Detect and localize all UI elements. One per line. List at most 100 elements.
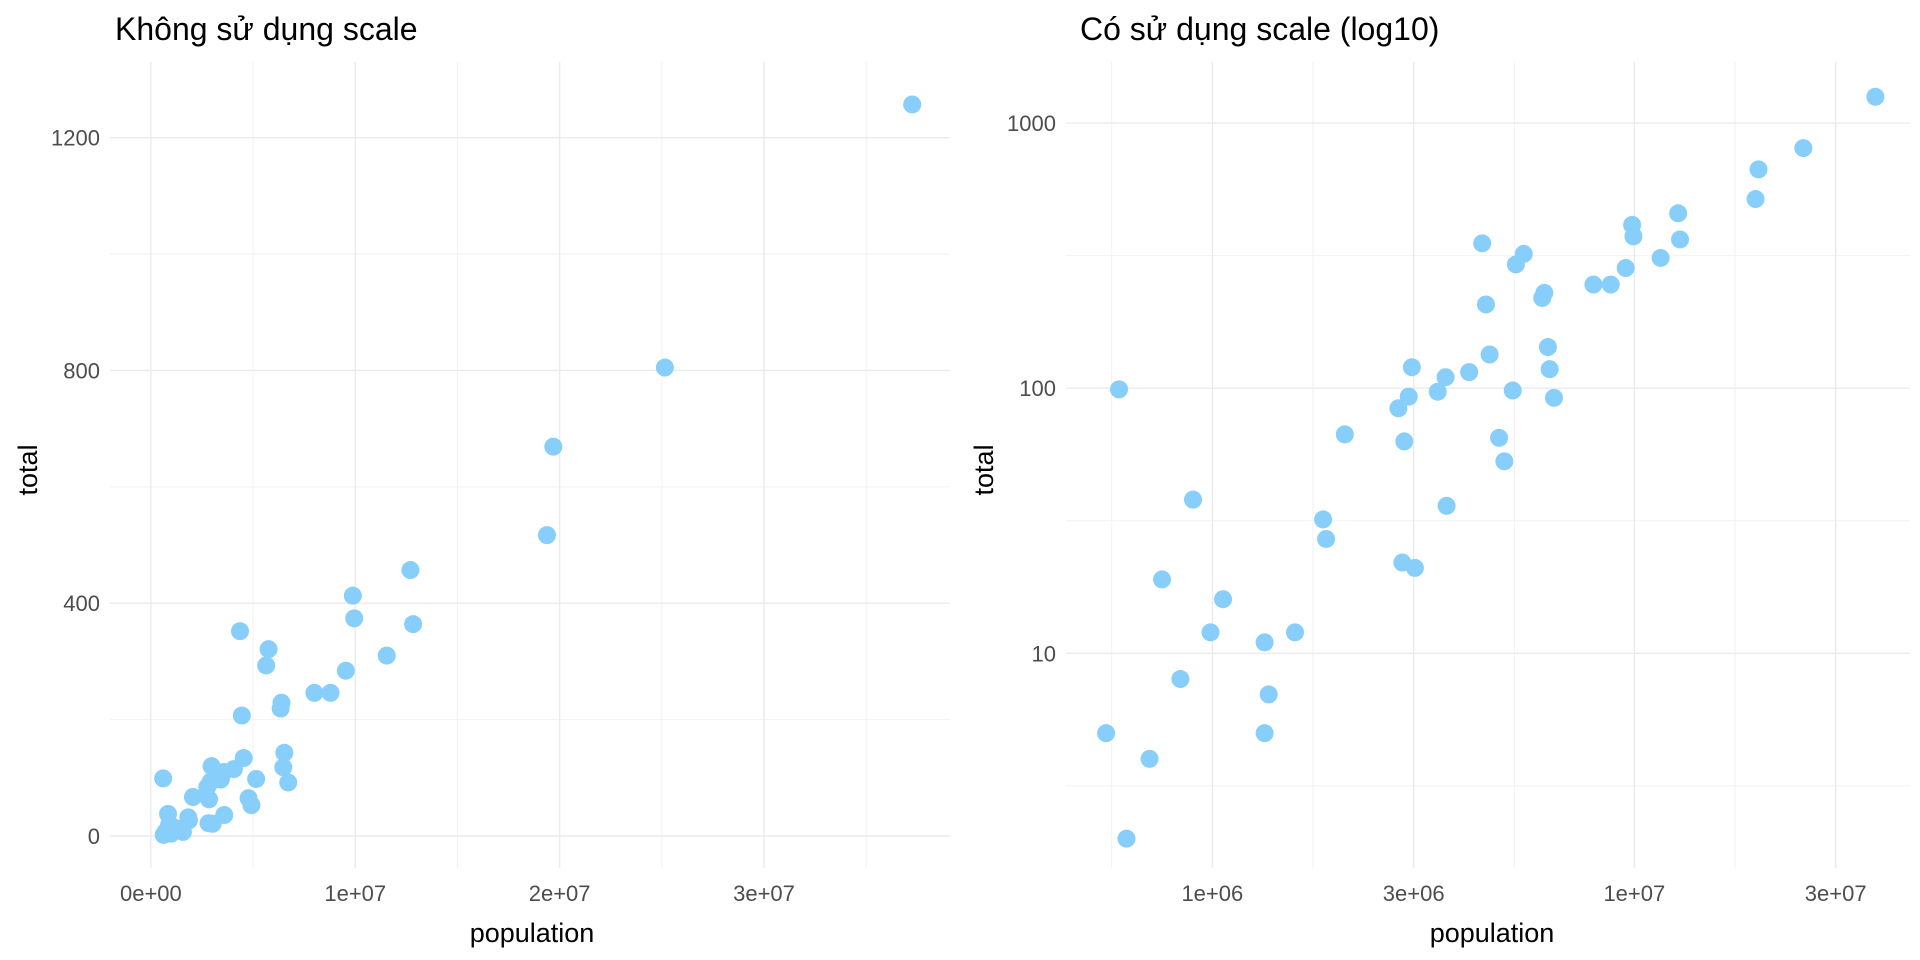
scatter-point — [1389, 399, 1408, 418]
scatter-point — [377, 646, 396, 665]
x-tick-label: 1e+07 — [1603, 881, 1665, 906]
scatter-point — [1399, 387, 1418, 406]
scatter-point — [234, 749, 253, 768]
scatter-point — [345, 609, 364, 628]
scatter-point — [1746, 190, 1765, 209]
scatter-point — [275, 743, 294, 762]
scatter-point — [1584, 275, 1603, 294]
y-tick-label: 100 — [1019, 376, 1056, 401]
scatter-point — [1153, 570, 1172, 589]
scatter-point — [1395, 432, 1414, 451]
scatter-point — [343, 586, 362, 605]
scatter-point — [154, 769, 173, 788]
scatter-point — [215, 806, 234, 825]
scatter-point — [1097, 724, 1116, 743]
scatter-point — [1437, 496, 1456, 515]
scatter-point — [903, 95, 922, 114]
scatter-point — [1535, 283, 1554, 302]
scatter-point — [230, 622, 249, 641]
y-tick-label: 1000 — [1007, 111, 1056, 136]
scatter-point — [259, 640, 278, 659]
scatter-point — [1117, 829, 1136, 848]
scatter-point — [1259, 685, 1278, 704]
scatter-point — [1140, 749, 1159, 768]
scatter-point — [200, 790, 219, 809]
scatter-point — [1214, 590, 1233, 609]
scatter-point — [1480, 345, 1499, 364]
scatter-point — [1405, 558, 1424, 577]
scatter-point — [242, 796, 261, 815]
right-y-axis-title: total — [969, 444, 999, 495]
scatter-point — [1544, 388, 1563, 407]
y-tick-label: 10 — [1032, 641, 1056, 666]
scatter-point — [305, 683, 324, 702]
right-chart-panel: Có sử dụng scale (log10) 1e+06 3e+06 1e+07… — [960, 0, 1920, 960]
scatter-point — [1184, 490, 1203, 509]
scatter-point — [655, 358, 674, 377]
scatter-point — [159, 804, 178, 823]
left-x-axis-title: population — [470, 918, 595, 948]
scatter-point — [1495, 452, 1514, 471]
scatter-point — [1540, 360, 1559, 379]
scatter-point — [1436, 368, 1455, 387]
scatter-point — [321, 683, 340, 702]
scatter-point — [272, 693, 291, 712]
scatter-point — [232, 706, 251, 725]
scatter-point — [1514, 244, 1533, 263]
scatter-point — [1402, 358, 1421, 377]
left-chart-panel: Không sử dụng scale 0e+00 1e+07 2e+07 3e+07… — [13, 11, 950, 948]
x-tick-label: 1e+06 — [1181, 881, 1243, 906]
left-chart-svg: Không sử dụng scale 0e+00 1e+07 2e+07 3e+07… — [13, 11, 950, 948]
scatter-point — [1110, 380, 1129, 399]
scatter-point — [544, 437, 563, 456]
scatter-point — [537, 526, 556, 545]
y-tick-label: 1200 — [51, 126, 100, 151]
scatter-point — [1538, 338, 1557, 357]
y-tick-label: 800 — [63, 358, 100, 383]
scatter-point — [247, 769, 266, 788]
scatter-point — [1171, 670, 1190, 689]
scatter-point — [183, 788, 202, 807]
scatter-point — [279, 773, 298, 792]
scatter-point — [1651, 248, 1670, 267]
scatter-point — [1317, 529, 1336, 548]
left-y-axis-title: total — [13, 444, 43, 495]
scatter-point — [1866, 87, 1885, 106]
scatter-point — [1255, 633, 1274, 652]
x-tick-label: 2e+07 — [529, 881, 591, 906]
x-tick-label: 0e+00 — [120, 881, 182, 906]
x-tick-label: 3e+06 — [1383, 881, 1445, 906]
y-tick-label: 400 — [63, 591, 100, 616]
scatter-point — [1473, 234, 1492, 253]
scatter-point — [274, 758, 293, 777]
scatter-point — [1201, 623, 1220, 642]
scatter-point — [1460, 363, 1479, 382]
right-x-axis-title: population — [1430, 918, 1555, 948]
scatter-point — [1671, 230, 1690, 249]
scatter-point — [179, 811, 198, 830]
x-tick-label: 1e+07 — [324, 881, 386, 906]
scatter-point — [1490, 428, 1509, 447]
left-chart-title: Không sử dụng scale — [115, 11, 418, 47]
scatter-point — [336, 661, 355, 680]
scatter-point — [1624, 227, 1643, 246]
scatter-point — [1255, 724, 1274, 743]
scatter-point — [1616, 259, 1635, 278]
scatter-point — [1669, 204, 1688, 223]
scatter-point — [1503, 381, 1522, 400]
y-tick-label: 0 — [88, 824, 100, 849]
scatter-point — [1314, 510, 1333, 529]
scatter-point — [1286, 623, 1305, 642]
scatter-point — [1335, 425, 1354, 444]
scatter-point — [1749, 160, 1768, 179]
scatter-point — [1601, 275, 1620, 294]
scatter-point — [401, 561, 420, 580]
right-chart-svg: Có sử dụng scale (log10) 1e+06 3e+06 1e+07… — [969, 11, 1910, 948]
scatter-point — [1428, 382, 1447, 401]
scatter-point — [257, 656, 276, 675]
scatter-point — [1794, 139, 1813, 158]
right-chart-title: Có sử dụng scale (log10) — [1080, 11, 1439, 47]
x-tick-label: 3e+07 — [733, 881, 795, 906]
x-tick-label: 3e+07 — [1805, 881, 1867, 906]
